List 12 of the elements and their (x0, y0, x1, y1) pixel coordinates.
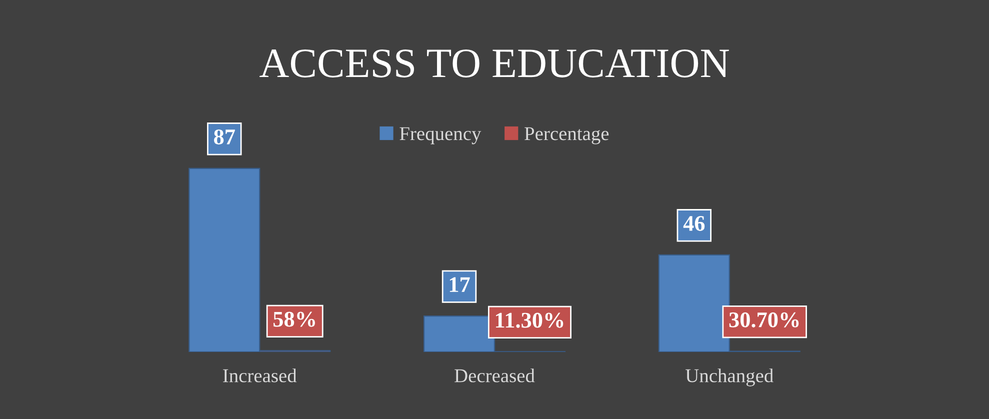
data-label: 11.30% (496, 312, 564, 328)
x-tick-label: Decreased (454, 368, 535, 382)
legend-label: Percentage (524, 127, 609, 144)
data-label: 58% (274, 312, 315, 327)
data-label: 30.70% (729, 312, 799, 328)
x-tick-label: Unchanged (686, 368, 774, 386)
data-label: 46 (683, 216, 705, 231)
x-tick-label: Increased (223, 368, 297, 382)
chart-title: ACCESS TO EDUCATION (260, 49, 729, 78)
legend-label: Frequency (400, 127, 482, 144)
data-label: 17 (450, 277, 470, 292)
data-label: 87 (214, 129, 235, 144)
